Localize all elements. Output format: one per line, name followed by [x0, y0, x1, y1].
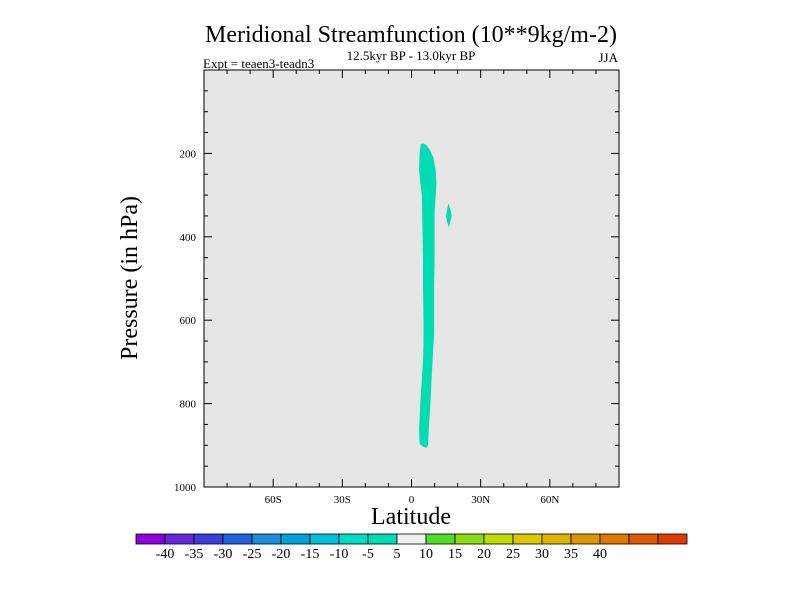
colorbar-label: -20 [272, 547, 291, 562]
x-tick-label: 0 [409, 494, 415, 506]
colorbar-label: 5 [394, 547, 401, 562]
colorbar-label: -15 [301, 547, 320, 562]
y-axis-label: Pressure (in hPa) [117, 196, 143, 360]
colorbar-label: -30 [214, 547, 233, 562]
colorbar-swatch [338, 533, 369, 545]
plot-background [204, 70, 619, 487]
contour-main-negative-cell [419, 143, 437, 448]
y-tick-label: 400 [180, 232, 197, 244]
colorbar-swatch [657, 533, 688, 545]
colorbar-label: -5 [362, 547, 374, 562]
colorbar-swatch [599, 533, 630, 545]
colorbar-swatch [280, 533, 311, 545]
colorbar-label: -25 [243, 547, 262, 562]
colorbar-swatch [367, 533, 398, 545]
colorbar-swatch [454, 533, 485, 545]
colorbar-label: 20 [477, 547, 491, 562]
colorbar-swatch [425, 533, 456, 545]
x-tick-label: 60S [265, 494, 282, 506]
colorbar-swatch [541, 533, 572, 545]
contour-small-negative-cell [446, 203, 452, 228]
y-tick-label: 800 [180, 399, 197, 411]
colorbar-swatch [483, 533, 514, 545]
chart-title: Meridional Streamfunction (10**9kg/m-2) [205, 22, 617, 48]
x-tick-label: 60N [540, 494, 559, 506]
colorbar-swatch [570, 533, 601, 545]
colorbar-swatch [251, 533, 282, 545]
colorbar-swatch [222, 533, 253, 545]
colorbar-label: 15 [448, 547, 462, 562]
x-tick-label: 30S [334, 494, 351, 506]
colorbar-label: 25 [506, 547, 520, 562]
colorbar-swatch [135, 533, 166, 545]
colorbar: -40 -35 -30 -25 -20 -15 -10 -5 5 10 15 20 25 30 35 40 [135, 533, 688, 562]
colorbar-label: -40 [156, 547, 175, 562]
y-tick-label: 200 [180, 148, 197, 160]
colorbar-label: -35 [185, 547, 204, 562]
colorbar-label: -10 [330, 547, 349, 562]
season-label: JJA [598, 50, 618, 65]
y-tick-label: 600 [180, 315, 197, 327]
y-tick-label: 1000 [174, 482, 197, 494]
colorbar-swatch [309, 533, 340, 545]
colorbar-label: 30 [535, 547, 549, 562]
colorbar-swatch [512, 533, 543, 545]
x-axis-label: Latitude [371, 504, 451, 530]
colorbar-swatch [628, 533, 659, 545]
x-tick-label: 30N [471, 494, 490, 506]
experiment-label: Expt = teaen3-teadn3 [203, 56, 314, 71]
chart-subtitle: 12.5kyr BP - 13.0kyr BP [347, 48, 476, 63]
colorbar-label: 40 [593, 547, 607, 562]
colorbar-swatch [193, 533, 224, 545]
colorbar-label: 10 [419, 547, 433, 562]
axis-ticks: 60S 30S 0 30N 60N 200 400 600 800 1000 [174, 70, 619, 506]
contour-fills [419, 143, 452, 448]
colorbar-swatch [164, 533, 195, 545]
colorbar-swatch [396, 533, 427, 545]
colorbar-label: 35 [564, 547, 578, 562]
